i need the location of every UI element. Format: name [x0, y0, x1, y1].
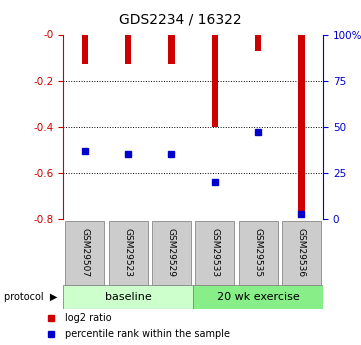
Text: GSM29535: GSM29535 — [254, 228, 262, 277]
Text: GSM29533: GSM29533 — [210, 228, 219, 277]
Text: baseline: baseline — [105, 292, 152, 302]
Text: GDS2234 / 16322: GDS2234 / 16322 — [119, 12, 242, 26]
Text: 20 wk exercise: 20 wk exercise — [217, 292, 300, 302]
Text: GSM29507: GSM29507 — [81, 228, 89, 277]
FancyBboxPatch shape — [282, 221, 321, 285]
FancyBboxPatch shape — [152, 221, 191, 285]
FancyBboxPatch shape — [195, 221, 234, 285]
FancyBboxPatch shape — [239, 221, 278, 285]
Bar — [125, 34, 131, 65]
Text: log2 ratio: log2 ratio — [65, 313, 111, 323]
Bar — [82, 34, 88, 65]
Text: GSM29536: GSM29536 — [297, 228, 306, 277]
Text: protocol  ▶: protocol ▶ — [4, 292, 57, 302]
FancyBboxPatch shape — [193, 285, 323, 309]
Text: GSM29529: GSM29529 — [167, 228, 176, 277]
Bar — [168, 34, 175, 65]
FancyBboxPatch shape — [65, 221, 104, 285]
Bar — [212, 34, 218, 127]
FancyBboxPatch shape — [109, 221, 148, 285]
Bar — [255, 34, 261, 51]
FancyBboxPatch shape — [63, 285, 193, 309]
Text: GSM29523: GSM29523 — [124, 228, 132, 277]
Bar — [298, 34, 305, 217]
Text: percentile rank within the sample: percentile rank within the sample — [65, 329, 230, 339]
